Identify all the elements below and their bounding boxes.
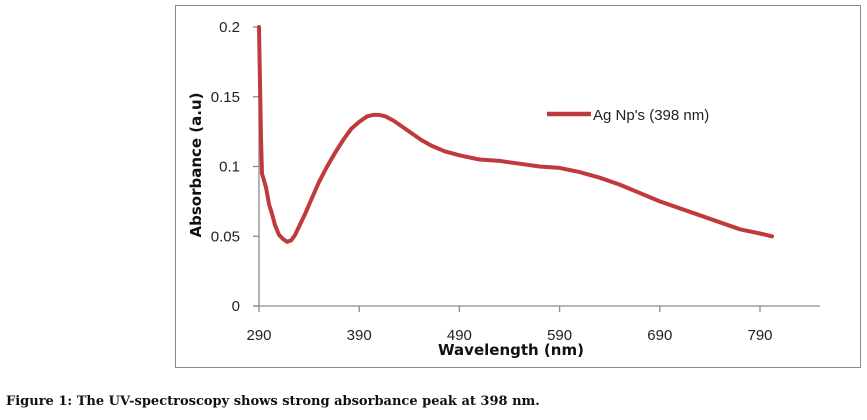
y-axis-title: Absorbance (a.u) <box>187 92 205 237</box>
y-tick-label: 0.15 <box>211 89 240 106</box>
x-axis: 290 390 490 590 690 790 <box>246 305 820 344</box>
x-tick-label: 790 <box>747 327 772 344</box>
y-tick-label: 0 <box>232 298 240 315</box>
x-axis-title: Wavelength (nm) <box>438 341 584 359</box>
x-tick-label: 490 <box>447 327 472 344</box>
x-tick-label: 290 <box>246 327 271 344</box>
legend-label: Ag Np's (398 nm) <box>593 107 709 124</box>
series-group <box>257 25 774 244</box>
chart-frame <box>175 5 861 368</box>
legend: Ag Np's (398 nm) <box>547 107 709 124</box>
y-tick-label: 0.05 <box>211 228 240 245</box>
y-tick-label: 0.1 <box>219 159 240 176</box>
x-tick-label: 390 <box>347 327 372 344</box>
y-axis: 0 0.05 0.1 0.15 0.2 <box>211 19 260 315</box>
series-line <box>257 25 774 244</box>
x-tick-label: 590 <box>547 327 572 344</box>
figure-caption: Figure 1: The UV-spectroscopy shows stro… <box>6 394 540 409</box>
x-tick-label: 690 <box>647 327 672 344</box>
y-tick-label: 0.2 <box>219 19 240 36</box>
